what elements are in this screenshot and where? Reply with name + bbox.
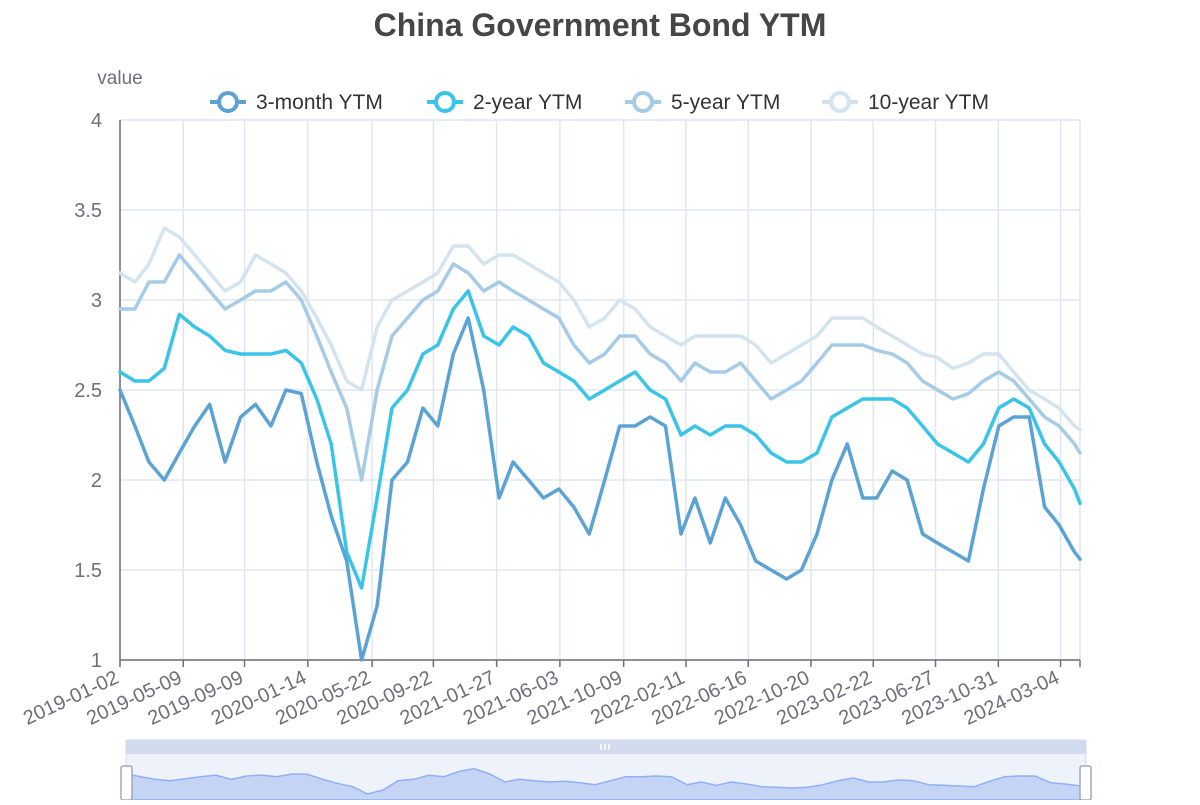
legend-item[interactable]: 5-year YTM	[625, 91, 780, 114]
legend-marker-icon	[217, 91, 239, 113]
y-tick-label: 1	[91, 650, 102, 672]
legend-item[interactable]: 2-year YTM	[427, 91, 582, 114]
legend-label: 2-year YTM	[473, 91, 582, 114]
legend-label: 3-month YTM	[256, 91, 383, 114]
y-tick-label: 3.5	[74, 200, 102, 222]
zoom-handle-right[interactable]	[1079, 765, 1092, 801]
legend-item[interactable]: 10-year YTM	[822, 91, 989, 114]
legend-label: 10-year YTM	[868, 91, 989, 114]
chart-title: China Government Bond YTM	[374, 7, 827, 43]
y-tick-label: 2.5	[74, 380, 102, 402]
y-tick-label: 2	[91, 470, 102, 492]
series-line-2	[118, 289, 1082, 590]
zoom-handle-left[interactable]	[120, 765, 133, 801]
y-axis-label: value	[97, 68, 142, 89]
axes: 11.522.533.542019-01-022019-05-092019-09…	[20, 110, 1081, 730]
legend-label: 5-year YTM	[671, 91, 780, 114]
series-lines	[118, 226, 1082, 662]
legend-marker-icon	[434, 91, 456, 113]
zoom-move-bar[interactable]	[126, 740, 1086, 754]
data-zoom-slider[interactable]	[120, 739, 1092, 801]
series-line-1	[118, 316, 1082, 662]
legend-item[interactable]: 3-month YTM	[210, 91, 383, 114]
legend-marker-icon	[829, 91, 851, 113]
legend-marker-icon	[632, 91, 654, 113]
grid	[119, 119, 1081, 661]
series-line-3	[118, 253, 1082, 482]
zoom-preview-area	[125, 767, 1087, 801]
legend[interactable]: 3-month YTM 2-year YTM 5-year YTM 10-year Y…	[210, 91, 989, 114]
y-tick-label: 4	[91, 110, 102, 132]
y-tick-label: 3	[91, 290, 102, 312]
y-tick-label: 1.5	[74, 560, 102, 582]
series-line-4	[118, 226, 1082, 432]
